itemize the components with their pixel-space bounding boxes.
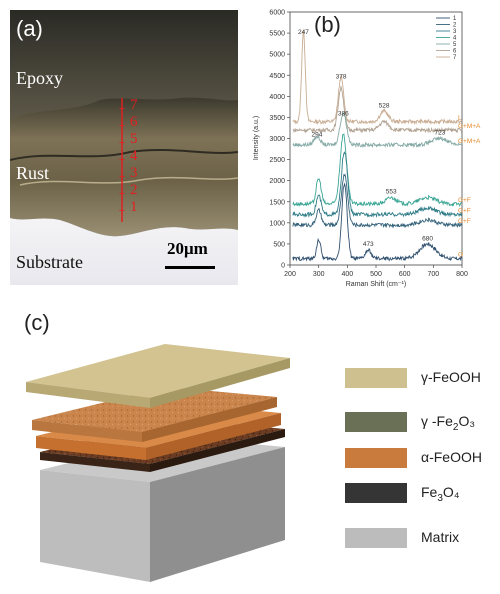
scale-bar bbox=[165, 266, 215, 269]
x-tick-label: 200 bbox=[284, 271, 296, 278]
legend-swatch-g_fe2o3 bbox=[345, 412, 407, 432]
layer-stack-3d bbox=[26, 344, 290, 582]
phase-label: G+F bbox=[458, 218, 471, 225]
panel-c-layer-schematic: (c) bbox=[0, 300, 500, 594]
spectrum-line-1 bbox=[292, 182, 463, 262]
legend-swatch-matrix bbox=[345, 528, 407, 548]
y-tick-label: 6000 bbox=[269, 10, 285, 17]
label-substrate: Substrate bbox=[16, 252, 83, 272]
spectrum-line-3 bbox=[292, 151, 463, 219]
legend-swatch-g_feooh bbox=[345, 368, 407, 388]
rust-crack bbox=[10, 149, 238, 161]
y-axis-label: Intensity (a.u.) bbox=[253, 116, 260, 160]
x-axis-label: Raman Shift (cm⁻¹) bbox=[346, 281, 406, 288]
legend-label-2: 2 bbox=[453, 23, 457, 29]
micrograph-image: + + + + + + + bbox=[10, 10, 238, 285]
marker-point: + bbox=[119, 120, 125, 132]
y-tick-label: 2000 bbox=[269, 178, 285, 185]
panel-b-letter: (b) bbox=[314, 12, 341, 37]
panel-b-raman-chart: 0 500 1000 1500 2000 2500 3000 3500 4000 4500 5000… bbox=[250, 2, 496, 290]
y-tick-label: 3500 bbox=[269, 115, 285, 122]
y-tick-label: 4000 bbox=[269, 94, 285, 101]
phase-label: G bbox=[458, 252, 463, 259]
spectrum-line-2 bbox=[292, 173, 463, 229]
phase-label: G+M+A bbox=[458, 138, 481, 145]
peak-label: 473 bbox=[363, 241, 374, 248]
x-tick-label: 800 bbox=[456, 271, 468, 278]
spectrum-line-6 bbox=[292, 86, 463, 134]
y-tick-label: 5000 bbox=[269, 52, 285, 59]
y-tick-label: 4500 bbox=[269, 73, 285, 80]
marker-number-2: 2 bbox=[130, 182, 138, 198]
peak-label: 386 bbox=[338, 110, 349, 117]
gamma-feooh-layer bbox=[26, 344, 290, 408]
marker-number-7: 7 bbox=[130, 97, 138, 113]
legend-label-matrix: Matrix bbox=[421, 529, 460, 545]
y-tick-label: 0 bbox=[281, 263, 285, 270]
legend-label-3: 3 bbox=[453, 29, 457, 35]
legend-label-6: 6 bbox=[453, 49, 457, 55]
peak-label: 553 bbox=[386, 188, 397, 195]
marker-number-3: 3 bbox=[130, 165, 138, 181]
marker-point: + bbox=[119, 137, 125, 149]
marker-number-6: 6 bbox=[130, 114, 138, 130]
legend-label-7: 7 bbox=[453, 55, 457, 61]
panel-a-letter: (a) bbox=[16, 16, 43, 41]
rust-region bbox=[10, 97, 238, 237]
rust-band bbox=[19, 176, 238, 186]
legend-label-a_feooh: α-FeOOH bbox=[421, 449, 482, 465]
legend-swatch-fe3o4 bbox=[345, 483, 407, 503]
peak-label: 294 bbox=[312, 131, 323, 138]
peak-label: 528 bbox=[379, 102, 390, 109]
x-tick-label: 300 bbox=[313, 271, 325, 278]
phase-label: G+F bbox=[458, 207, 471, 214]
raman-chart-svg: 0500100015002000250030003500400045005000… bbox=[253, 10, 481, 289]
x-tick-label: 600 bbox=[399, 271, 411, 278]
panel-c-letter: (c) bbox=[24, 310, 50, 335]
marker-number-4: 4 bbox=[130, 148, 138, 164]
y-tick-label: 500 bbox=[273, 241, 285, 248]
measurement-markers: + + + + + + + bbox=[119, 98, 125, 222]
marker-point: + bbox=[119, 103, 125, 115]
label-epoxy: Epoxy bbox=[16, 68, 63, 88]
x-tick-label: 700 bbox=[427, 271, 439, 278]
peak-label: 723 bbox=[434, 129, 445, 136]
scale-bar-label: 20μm bbox=[167, 239, 208, 258]
phase-label: G+F bbox=[458, 197, 471, 204]
phase-label: G+M+A bbox=[458, 123, 481, 130]
marker-point: + bbox=[119, 188, 125, 200]
spectrum-line-5 bbox=[292, 112, 463, 149]
phase-label: L bbox=[458, 115, 462, 122]
spectrum-line-7 bbox=[292, 30, 463, 126]
legend-label-4: 4 bbox=[453, 36, 457, 42]
x-tick-label: 400 bbox=[341, 271, 353, 278]
peak-label: 378 bbox=[336, 74, 347, 81]
y-tick-label: 1000 bbox=[269, 220, 285, 227]
gamma-fe2o3-layer bbox=[32, 387, 277, 442]
legend-label-5: 5 bbox=[453, 42, 457, 48]
label-rust: Rust bbox=[16, 163, 50, 183]
legend-label-fe3o4: Fe3O₄ bbox=[421, 484, 460, 504]
marker-point: + bbox=[119, 171, 125, 183]
y-tick-label: 3000 bbox=[269, 136, 285, 143]
marker-number-1: 1 bbox=[130, 199, 138, 215]
legend-swatch-a_feooh bbox=[345, 448, 407, 468]
legend-label-g_fe2o3: γ -Fe2O₃ bbox=[421, 413, 476, 433]
peak-label: 247 bbox=[298, 29, 309, 36]
marker-point: + bbox=[119, 154, 125, 166]
y-tick-label: 2500 bbox=[269, 157, 285, 164]
legend-label-1: 1 bbox=[453, 16, 457, 22]
marker-point: + bbox=[119, 205, 125, 217]
y-tick-label: 1500 bbox=[269, 199, 285, 206]
x-tick-label: 500 bbox=[370, 271, 382, 278]
marker-number-5: 5 bbox=[130, 131, 138, 147]
spectrum-line-4 bbox=[292, 133, 463, 207]
y-tick-label: 5500 bbox=[269, 31, 285, 38]
legend-label-g_feooh: γ-FeOOH bbox=[421, 369, 481, 385]
peak-label: 680 bbox=[422, 236, 433, 243]
